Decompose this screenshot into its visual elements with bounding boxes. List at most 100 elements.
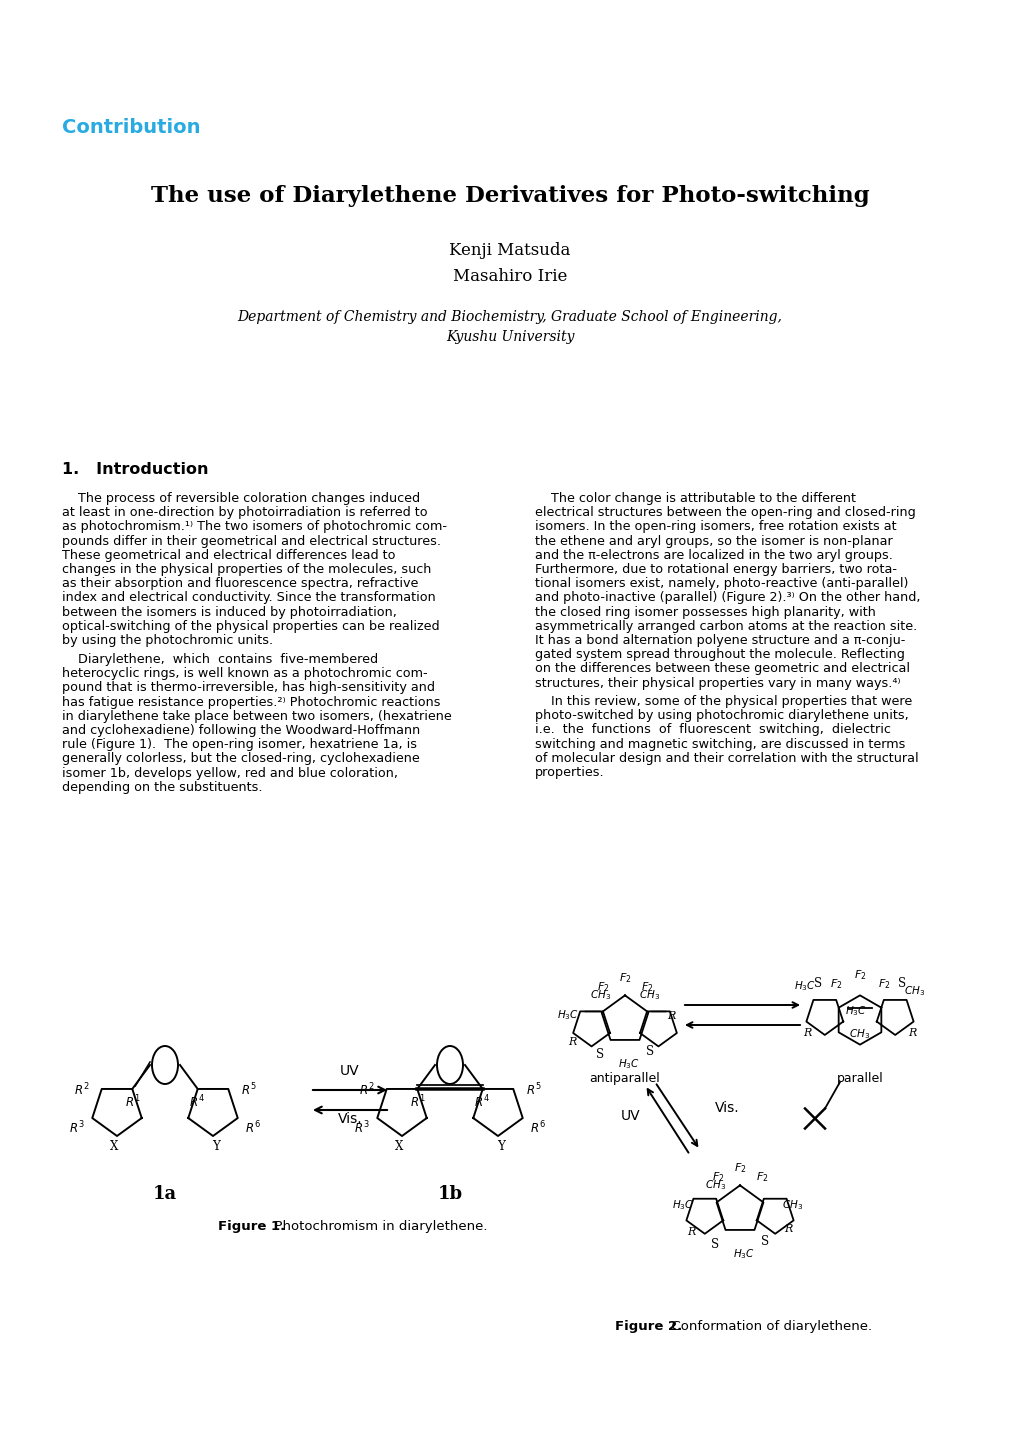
Text: $R^6$: $R^6$ bbox=[245, 1120, 261, 1137]
Text: and photo-inactive (parallel) (Figure 2).³⁾ On the other hand,: and photo-inactive (parallel) (Figure 2)… bbox=[535, 591, 919, 604]
Text: Kyushu University: Kyushu University bbox=[445, 330, 574, 344]
Text: 1.   Introduction: 1. Introduction bbox=[62, 463, 208, 477]
Text: The process of reversible coloration changes induced: The process of reversible coloration cha… bbox=[62, 491, 420, 504]
Text: R: R bbox=[908, 1029, 916, 1038]
Text: pound that is thermo-irreversible, has high-sensitivity and: pound that is thermo-irreversible, has h… bbox=[62, 682, 434, 695]
Text: as their absorption and fluorescence spectra, refractive: as their absorption and fluorescence spe… bbox=[62, 578, 418, 591]
Text: $R^4$: $R^4$ bbox=[190, 1094, 205, 1111]
Text: gated system spread throughout the molecule. Reflecting: gated system spread throughout the molec… bbox=[535, 648, 904, 661]
Text: generally colorless, but the closed-ring, cyclohexadiene: generally colorless, but the closed-ring… bbox=[62, 752, 420, 765]
Text: R: R bbox=[666, 1010, 675, 1020]
Text: S: S bbox=[710, 1238, 718, 1251]
Text: R: R bbox=[568, 1038, 576, 1048]
Text: rule (Figure 1).  The open-ring isomer, hexatriene 1a, is: rule (Figure 1). The open-ring isomer, h… bbox=[62, 738, 417, 751]
Text: $F_2$: $F_2$ bbox=[733, 1161, 746, 1174]
Text: index and electrical conductivity. Since the transformation: index and electrical conductivity. Since… bbox=[62, 591, 435, 604]
Text: electrical structures between the open-ring and closed-ring: electrical structures between the open-r… bbox=[535, 506, 915, 519]
Text: as photochromism.¹⁾ The two isomers of photochromic com-: as photochromism.¹⁾ The two isomers of p… bbox=[62, 520, 446, 533]
Text: R: R bbox=[687, 1226, 695, 1236]
Text: $CH_3$: $CH_3$ bbox=[704, 1179, 726, 1192]
Text: Conformation of diarylethene.: Conformation of diarylethene. bbox=[662, 1320, 871, 1333]
Text: between the isomers is induced by photoirradiation,: between the isomers is induced by photoi… bbox=[62, 605, 396, 618]
Text: optical-switching of the physical properties can be realized: optical-switching of the physical proper… bbox=[62, 620, 439, 633]
Text: $F_2$: $F_2$ bbox=[596, 980, 608, 994]
Text: $F_2$: $F_2$ bbox=[640, 980, 653, 994]
Text: depending on the substituents.: depending on the substituents. bbox=[62, 781, 262, 794]
Text: has fatigue resistance properties.²⁾ Photochromic reactions: has fatigue resistance properties.²⁾ Pho… bbox=[62, 696, 440, 709]
Text: i.e.  the  functions  of  fluorescent  switching,  dielectric: i.e. the functions of fluorescent switch… bbox=[535, 723, 890, 736]
Text: in diarylethene take place between two isomers, (hexatriene: in diarylethene take place between two i… bbox=[62, 710, 451, 723]
Text: Figure 1.: Figure 1. bbox=[218, 1221, 285, 1233]
Text: $R^5$: $R^5$ bbox=[526, 1082, 541, 1098]
Text: and cyclohexadiene) following the Woodward-Hoffmann: and cyclohexadiene) following the Woodwa… bbox=[62, 723, 420, 736]
Text: antiparallel: antiparallel bbox=[589, 1072, 659, 1085]
Text: Vis.: Vis. bbox=[714, 1101, 739, 1115]
Text: the ethene and aryl groups, so the isomer is non-planar: the ethene and aryl groups, so the isome… bbox=[535, 535, 892, 548]
Text: $CH_3$: $CH_3$ bbox=[589, 989, 610, 1003]
Text: UV: UV bbox=[620, 1110, 639, 1123]
Text: $R^3$: $R^3$ bbox=[69, 1120, 85, 1137]
Text: and the π-electrons are localized in the two aryl groups.: and the π-electrons are localized in the… bbox=[535, 549, 892, 562]
Text: Department of Chemistry and Biochemistry, Graduate School of Engineering,: Department of Chemistry and Biochemistry… bbox=[237, 310, 782, 324]
Text: Figure 2.: Figure 2. bbox=[614, 1320, 682, 1333]
Text: $CH_3$: $CH_3$ bbox=[849, 1027, 869, 1040]
Text: $F_2$: $F_2$ bbox=[755, 1170, 767, 1183]
Text: $R^3$: $R^3$ bbox=[355, 1120, 370, 1137]
Text: S: S bbox=[760, 1235, 768, 1248]
Text: $R^2$: $R^2$ bbox=[359, 1082, 374, 1098]
Text: Y: Y bbox=[212, 1140, 220, 1153]
Text: pounds differ in their geometrical and electrical structures.: pounds differ in their geometrical and e… bbox=[62, 535, 440, 548]
Text: $F_2$: $F_2$ bbox=[711, 1170, 723, 1183]
Text: Vis.: Vis. bbox=[337, 1112, 362, 1125]
Text: $H_3C$: $H_3C$ bbox=[556, 1009, 579, 1023]
Text: switching and magnetic switching, are discussed in terms: switching and magnetic switching, are di… bbox=[535, 738, 905, 751]
Text: $F_2$: $F_2$ bbox=[829, 977, 842, 991]
Text: $H_3C$: $H_3C$ bbox=[618, 1056, 640, 1071]
Text: In this review, some of the physical properties that were: In this review, some of the physical pro… bbox=[535, 695, 911, 708]
Text: Furthermore, due to rotational energy barriers, two rota-: Furthermore, due to rotational energy ba… bbox=[535, 563, 896, 576]
Text: X: X bbox=[394, 1140, 403, 1153]
Text: parallel: parallel bbox=[836, 1072, 882, 1085]
Text: isomers. In the open-ring isomers, free rotation exists at: isomers. In the open-ring isomers, free … bbox=[535, 520, 896, 533]
Text: Y: Y bbox=[496, 1140, 504, 1153]
Text: on the differences between these geometric and electrical: on the differences between these geometr… bbox=[535, 663, 909, 676]
Text: R: R bbox=[802, 1029, 811, 1038]
Text: Diarylethene,  which  contains  five-membered: Diarylethene, which contains five-member… bbox=[62, 653, 378, 666]
Text: $CH_3$: $CH_3$ bbox=[782, 1199, 803, 1212]
Text: Masahiro Irie: Masahiro Irie bbox=[452, 268, 567, 285]
Text: Kenji Matsuda: Kenji Matsuda bbox=[449, 242, 570, 259]
Text: of molecular design and their correlation with the structural: of molecular design and their correlatio… bbox=[535, 752, 918, 765]
Text: 1b: 1b bbox=[437, 1185, 462, 1203]
Text: S: S bbox=[596, 1048, 604, 1061]
Text: photo-switched by using photochromic diarylethene units,: photo-switched by using photochromic dia… bbox=[535, 709, 908, 722]
Text: $R^6$: $R^6$ bbox=[530, 1120, 545, 1137]
Text: heterocyclic rings, is well known as a photochromic com-: heterocyclic rings, is well known as a p… bbox=[62, 667, 427, 680]
Text: the closed ring isomer possesses high planarity, with: the closed ring isomer possesses high pl… bbox=[535, 605, 875, 618]
Text: $H_3C$: $H_3C$ bbox=[844, 1004, 866, 1019]
Text: Contribution: Contribution bbox=[62, 118, 201, 137]
Text: $R^4$: $R^4$ bbox=[474, 1094, 489, 1111]
Text: The use of Diarylethene Derivatives for Photo-switching: The use of Diarylethene Derivatives for … bbox=[151, 184, 868, 208]
Text: $R^5$: $R^5$ bbox=[240, 1082, 256, 1098]
Text: The color change is attributable to the different: The color change is attributable to the … bbox=[535, 491, 855, 504]
Text: $R^1$: $R^1$ bbox=[410, 1094, 425, 1111]
Text: $H_3C$: $H_3C$ bbox=[733, 1246, 755, 1261]
Text: by using the photochromic units.: by using the photochromic units. bbox=[62, 634, 273, 647]
Text: isomer 1b, develops yellow, red and blue coloration,: isomer 1b, develops yellow, red and blue… bbox=[62, 767, 397, 780]
Text: R: R bbox=[784, 1225, 792, 1235]
Text: $CH_3$: $CH_3$ bbox=[639, 989, 659, 1003]
Text: asymmetrically arranged carbon atoms at the reaction site.: asymmetrically arranged carbon atoms at … bbox=[535, 620, 916, 633]
Text: $CH_3$: $CH_3$ bbox=[903, 984, 924, 997]
Text: $R^2$: $R^2$ bbox=[73, 1082, 89, 1098]
Text: at least in one-direction by photoirradiation is referred to: at least in one-direction by photoirradi… bbox=[62, 506, 427, 519]
Text: S: S bbox=[898, 977, 906, 990]
Text: Photochromism in diarylethene.: Photochromism in diarylethene. bbox=[266, 1221, 487, 1233]
Text: 1a: 1a bbox=[153, 1185, 177, 1203]
Text: X: X bbox=[110, 1140, 118, 1153]
Text: $H_3C$: $H_3C$ bbox=[794, 980, 815, 993]
Text: $H_3C$: $H_3C$ bbox=[672, 1199, 694, 1212]
Text: These geometrical and electrical differences lead to: These geometrical and electrical differe… bbox=[62, 549, 395, 562]
Text: $F_2$: $F_2$ bbox=[853, 968, 865, 983]
Text: properties.: properties. bbox=[535, 767, 604, 780]
Text: $F_2$: $F_2$ bbox=[619, 971, 631, 984]
